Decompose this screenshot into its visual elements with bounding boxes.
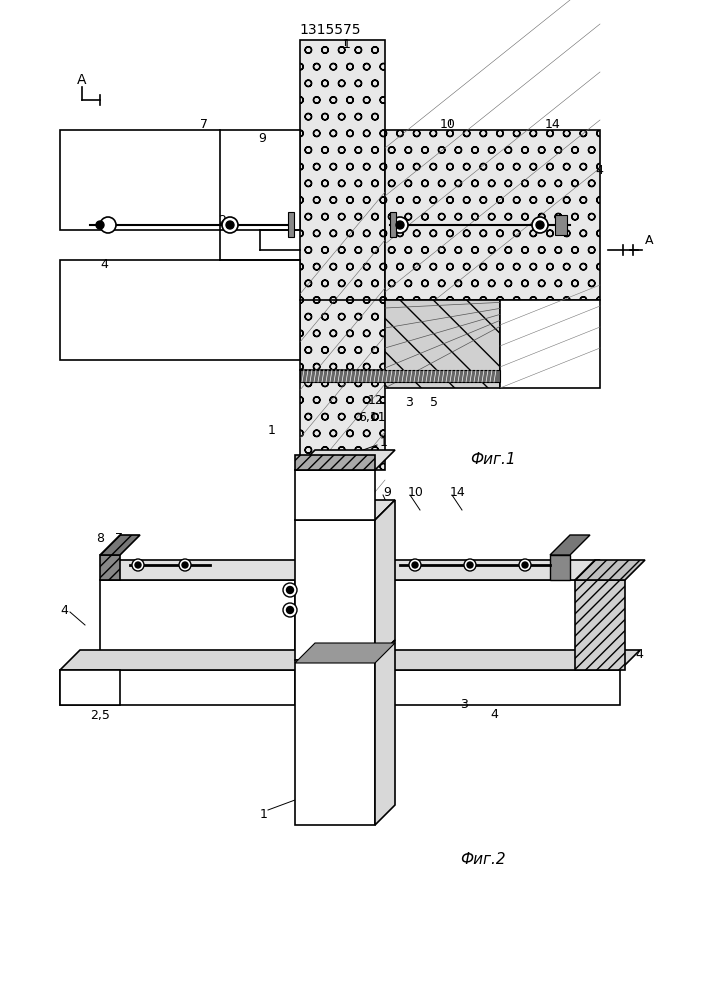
Bar	[385, 130, 600, 300]
Polygon shape	[295, 643, 395, 663]
Text: 1: 1	[260, 808, 268, 822]
Circle shape	[519, 559, 531, 571]
Text: 8: 8	[96, 532, 104, 544]
Polygon shape	[575, 580, 625, 670]
Bar	[60, 260, 300, 360]
Polygon shape	[375, 640, 395, 825]
Circle shape	[96, 221, 104, 229]
Text: 4: 4	[595, 163, 603, 176]
Circle shape	[409, 559, 421, 571]
Text: 4: 4	[490, 708, 498, 722]
Text: 10: 10	[440, 118, 456, 131]
Circle shape	[464, 559, 476, 571]
Polygon shape	[375, 650, 640, 670]
Text: 1315575: 1315575	[299, 23, 361, 37]
Circle shape	[286, 586, 293, 593]
Circle shape	[179, 559, 191, 571]
Polygon shape	[60, 670, 295, 705]
Text: 5: 5	[430, 396, 438, 410]
Bar	[385, 300, 500, 388]
Text: 9: 9	[258, 131, 266, 144]
Text: 2,5: 2,5	[90, 708, 110, 722]
Polygon shape	[375, 670, 620, 705]
Text: 2: 2	[218, 214, 226, 227]
Text: 4: 4	[635, 648, 643, 662]
Bar	[288, 212, 294, 237]
Polygon shape	[60, 670, 120, 705]
Text: 1: 1	[268, 424, 276, 436]
Bar	[500, 300, 600, 388]
Text: 14: 14	[450, 486, 466, 498]
Polygon shape	[550, 535, 590, 555]
Text: 4: 4	[60, 603, 68, 616]
Text: 10: 10	[408, 486, 424, 498]
Circle shape	[412, 562, 418, 568]
Circle shape	[396, 221, 404, 229]
Circle shape	[392, 217, 408, 233]
Bar	[60, 130, 300, 230]
Bar	[300, 40, 385, 470]
Text: 12: 12	[368, 393, 384, 406]
Circle shape	[222, 217, 238, 233]
Polygon shape	[375, 500, 395, 660]
Circle shape	[536, 221, 544, 229]
Circle shape	[467, 562, 473, 568]
Bar	[555, 215, 567, 235]
Text: 14: 14	[545, 118, 561, 131]
Circle shape	[522, 562, 528, 568]
Text: 7: 7	[115, 532, 123, 544]
Text: 9: 9	[383, 486, 391, 498]
Polygon shape	[100, 555, 120, 580]
Circle shape	[226, 221, 234, 229]
Polygon shape	[295, 520, 375, 660]
Polygon shape	[100, 580, 295, 670]
Text: 6,11: 6,11	[358, 412, 385, 424]
Circle shape	[283, 583, 297, 597]
Circle shape	[286, 606, 293, 613]
Polygon shape	[295, 500, 395, 520]
Text: 3: 3	[460, 698, 468, 712]
Polygon shape	[100, 560, 315, 580]
Text: 7: 7	[200, 118, 208, 131]
Text: 4: 4	[100, 258, 108, 271]
Polygon shape	[575, 560, 645, 580]
Circle shape	[283, 603, 297, 617]
Circle shape	[100, 217, 116, 233]
Bar	[390, 212, 396, 237]
Bar	[300, 370, 500, 382]
Polygon shape	[295, 450, 395, 470]
Polygon shape	[375, 580, 580, 670]
Text: Фиг.1: Фиг.1	[470, 452, 515, 468]
Text: 1: 1	[380, 436, 388, 448]
Polygon shape	[60, 650, 315, 670]
Text: 3: 3	[405, 396, 413, 410]
Polygon shape	[375, 560, 600, 580]
Text: Фиг.2: Фиг.2	[460, 852, 506, 867]
Circle shape	[532, 217, 548, 233]
Polygon shape	[295, 455, 375, 470]
Circle shape	[182, 562, 188, 568]
Text: A: A	[77, 73, 87, 87]
Circle shape	[135, 562, 141, 568]
Polygon shape	[100, 535, 140, 555]
Polygon shape	[295, 470, 375, 520]
Circle shape	[132, 559, 144, 571]
Text: 1: 1	[343, 38, 351, 51]
Polygon shape	[295, 660, 375, 825]
Polygon shape	[550, 555, 570, 580]
Text: A: A	[645, 233, 653, 246]
